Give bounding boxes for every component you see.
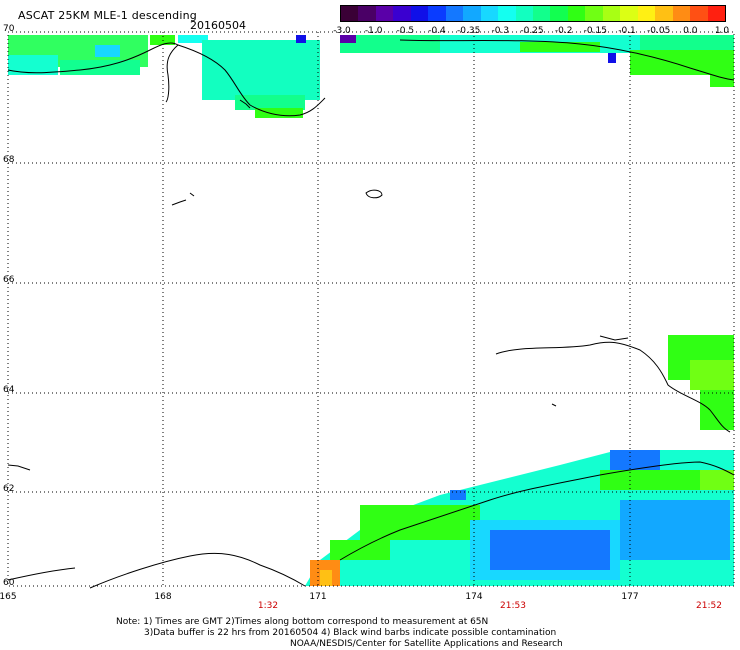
color-scale-swatch	[463, 6, 481, 21]
color-scale-label: -0.1	[618, 26, 636, 36]
color-scale-label: -0.15	[583, 26, 607, 36]
map-date: 20160504	[190, 19, 246, 32]
wind-swath-cell	[95, 45, 120, 57]
color-scale-bar	[340, 5, 726, 22]
color-scale-swatch	[707, 6, 725, 21]
wind-swath-cell	[360, 505, 480, 540]
color-scale-swatch	[515, 6, 533, 21]
color-scale-swatch	[428, 6, 446, 21]
latitude-label: 70	[3, 24, 15, 34]
color-scale-swatch	[410, 6, 429, 21]
color-scale-swatch	[567, 6, 586, 21]
wind-swath-cell	[610, 450, 660, 470]
color-scale-swatch	[480, 6, 499, 21]
wind-swath-cell	[620, 500, 730, 560]
pass-time-label: 21:52	[696, 601, 722, 611]
color-scale-label: 0.0	[683, 26, 698, 36]
color-scale-swatch	[445, 6, 464, 21]
pass-time-label: 1:32	[257, 601, 279, 611]
wind-swath-cell	[255, 108, 303, 118]
color-scale-swatch	[655, 6, 673, 21]
wind-swath-cell	[202, 40, 320, 100]
color-scale-swatch	[585, 6, 603, 21]
longitude-label: 165	[0, 592, 17, 602]
color-scale-swatch	[672, 6, 691, 21]
color-scale-label: -3.0	[333, 26, 351, 36]
wind-swath-cell	[330, 540, 390, 560]
longitude-label: 171	[309, 592, 327, 602]
wind-swath-cell	[600, 470, 730, 490]
color-scale-label: -0.3	[491, 26, 510, 36]
latitude-label: 60	[3, 578, 15, 588]
color-scale-label: -0.2	[554, 26, 573, 36]
latitude-label: 68	[3, 155, 15, 165]
color-scale-swatch	[637, 6, 656, 21]
latitude-label: 66	[3, 275, 15, 285]
wind-swath-data	[8, 35, 734, 586]
lat-lon-grid	[7, 31, 735, 587]
color-scale-label: -0.5	[396, 26, 415, 36]
wind-swath-cell	[608, 53, 616, 63]
color-scale-swatch	[393, 6, 411, 21]
wind-swath-cell	[178, 35, 208, 43]
color-scale-swatch	[690, 6, 708, 21]
wind-swath-cell	[700, 390, 734, 430]
latitude-label: 62	[3, 484, 15, 494]
color-scale-label: 1.0	[714, 26, 730, 36]
color-scale-swatch	[620, 6, 638, 21]
color-scale-swatch	[358, 6, 376, 21]
map-title: ASCAT 25KM MLE-1 descending	[18, 9, 197, 22]
wind-swath-cell	[630, 50, 734, 75]
color-scale-swatch	[498, 6, 516, 21]
longitude-label: 177	[621, 592, 639, 602]
color-scale-label: -0.4	[428, 26, 446, 36]
longitude-label: 168	[154, 592, 172, 602]
wind-swath-cell	[690, 360, 734, 390]
wind-swath-cell	[700, 470, 734, 490]
color-scale-swatch	[341, 6, 359, 21]
color-scale-label: -1.0	[364, 26, 383, 36]
color-scale-swatch	[602, 6, 621, 21]
pass-time-label: 21:53	[500, 601, 526, 611]
wind-swath-cell	[340, 35, 356, 43]
wind-swath-cell	[490, 530, 610, 570]
latitude-label: 64	[3, 385, 15, 395]
wind-swath-cell	[710, 75, 734, 87]
coastline	[7, 39, 735, 589]
color-scale-label: -0.25	[520, 26, 544, 36]
wind-swath-cell	[320, 570, 332, 586]
color-scale-label: -0.05	[647, 26, 671, 36]
longitude-label: 174	[465, 592, 483, 602]
color-scale-swatch	[532, 6, 551, 21]
note-line-3: NOAA/NESDIS/Center for Satellite Applica…	[290, 639, 563, 649]
color-scale-swatch	[375, 6, 394, 21]
wind-swath-cell	[450, 490, 466, 500]
note-line-2: 3)Data buffer is 22 hrs from 20160504 4)…	[144, 628, 557, 638]
wind-swath-cell	[235, 95, 305, 110]
wind-swath-cell	[520, 42, 600, 52]
note-line-1: Note: 1) Times are GMT 2)Times along bot…	[116, 617, 489, 627]
wind-swath-cell	[8, 55, 58, 75]
wind-swath-cell	[296, 35, 306, 43]
color-scale-label: -0.35	[457, 26, 481, 36]
color-scale-swatch	[550, 6, 568, 21]
